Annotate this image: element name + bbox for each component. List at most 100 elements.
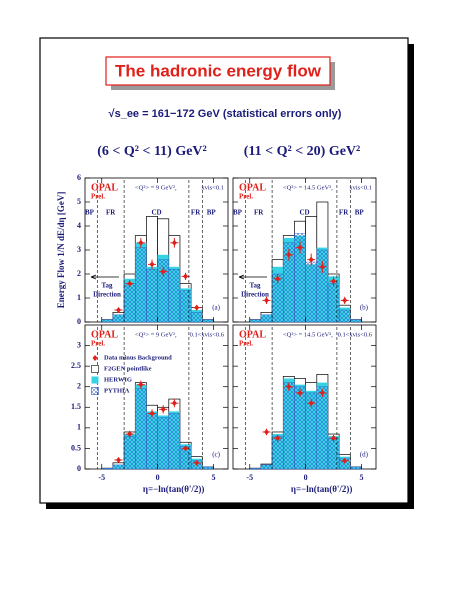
- data-point: [331, 278, 337, 285]
- histogram-bar: [350, 319, 362, 323]
- x-axis-label: η=−ln(tan(θ'/2)): [143, 484, 205, 494]
- y-tick-label: 2.5: [71, 361, 81, 370]
- histogram-bar: [168, 413, 181, 470]
- data-point: [138, 239, 144, 246]
- legend-entry: HERWIG: [104, 376, 132, 383]
- x-tick-label: 5: [359, 473, 363, 482]
- legend-marker: [91, 387, 99, 395]
- title: The hadronic energy flow: [115, 61, 322, 80]
- data-point: [138, 381, 144, 388]
- histogram-bar: [338, 309, 351, 323]
- data-point: [149, 410, 155, 417]
- data-point: [194, 459, 200, 466]
- data-point: [127, 431, 133, 438]
- data-point: [286, 383, 292, 390]
- x-tick-label: -5: [98, 473, 105, 482]
- y-tick-label: 1.5: [71, 402, 81, 411]
- y-tick-label: 2: [77, 269, 81, 278]
- histogram-bar: [123, 283, 136, 323]
- data-point: [160, 268, 166, 275]
- panel-label: (a): [212, 304, 220, 312]
- x-tick-label: 0: [156, 473, 160, 482]
- data-point: [116, 456, 122, 463]
- q2-range: (6 < Q² < 11) GeV²: [97, 144, 207, 159]
- data-point: [275, 435, 281, 442]
- region-label: BP: [85, 209, 95, 217]
- histogram-bar: [316, 386, 329, 470]
- y-tick-label: 1: [77, 423, 81, 432]
- xvis-cut: xvis<0.1: [201, 184, 224, 191]
- data-point: [308, 400, 314, 407]
- data-point: [297, 244, 303, 251]
- y-tick-label: 0.5: [71, 443, 81, 452]
- data-point: [264, 297, 270, 304]
- histogram-bar: [249, 319, 262, 323]
- data-point: [194, 304, 200, 311]
- histogram-bar: [112, 314, 125, 323]
- region-label: CD: [151, 209, 161, 217]
- y-tick-label: 4: [77, 221, 81, 230]
- histogram-bar: [260, 464, 273, 470]
- histogram-bar: [202, 319, 214, 323]
- x-tick-label: 0: [304, 473, 308, 482]
- title-box: [105, 56, 331, 86]
- y-tick-label: 1: [77, 293, 81, 302]
- status: Prel.: [239, 193, 253, 201]
- tag-arrow: [90, 274, 119, 280]
- x-tick-label: -5: [246, 473, 253, 482]
- data-point: [183, 445, 189, 452]
- tag-label: Tag: [249, 282, 261, 290]
- panel-label: (c): [212, 451, 220, 459]
- data-point: [183, 273, 189, 280]
- histogram-bar: [135, 247, 147, 323]
- q2-mean: <Q²> = 9 GeV²,: [135, 331, 177, 338]
- histogram-bar: [327, 437, 340, 470]
- legend-entry: Data minus Background: [104, 354, 172, 361]
- tag-label: Tag: [101, 282, 113, 290]
- histogram-bar: [327, 283, 340, 323]
- histogram-bar: [168, 269, 181, 323]
- region-label: FR: [191, 209, 201, 217]
- histogram-bar: [101, 467, 114, 470]
- histogram-bar: [157, 417, 169, 470]
- xvis-cut: 0.1<xvis<0.6: [190, 331, 225, 338]
- data-point: [319, 389, 325, 396]
- data-point: [171, 239, 177, 246]
- status: Prel.: [91, 193, 105, 201]
- experiment: OPAL: [91, 182, 118, 193]
- experiment: OPAL: [91, 329, 118, 340]
- data-point: [127, 280, 133, 287]
- histogram-bar: [146, 413, 158, 470]
- y-tick-label: 3: [77, 245, 81, 254]
- xvis-cut: xvis<0.1: [349, 184, 372, 191]
- data-point: [331, 435, 337, 442]
- panel-label: (b): [360, 304, 369, 312]
- q2-mean: <Q²> = 14.5 GeV²,: [283, 331, 333, 338]
- panel-label: (d): [360, 451, 369, 459]
- histogram-bar: [283, 382, 295, 470]
- histogram-bar: [260, 314, 273, 323]
- data-point: [149, 261, 155, 268]
- region-label: FR: [106, 209, 116, 217]
- histogram-bar: [190, 312, 203, 323]
- y-tick-label: 5: [77, 197, 81, 206]
- y-tick-label: 6: [77, 173, 81, 182]
- legend-marker: [92, 355, 98, 361]
- legend-marker: [91, 376, 99, 384]
- xvis-cut: 0.1<xvis<0.6: [338, 331, 373, 338]
- data-point: [116, 307, 122, 313]
- tag-label: Direction: [241, 291, 269, 299]
- experiment: OPAL: [239, 329, 266, 340]
- histogram-bar: [179, 290, 192, 323]
- q2-mean: <Q²> = 14.5 GeV²,: [283, 184, 333, 191]
- x-axis-label: η=−ln(tan(θ'/2)): [291, 484, 353, 494]
- region-label: BP: [233, 209, 243, 217]
- region-label: BP: [355, 209, 365, 217]
- histogram-bar: [305, 261, 317, 323]
- data-point: [297, 389, 303, 396]
- region-label: CD: [299, 209, 309, 217]
- x-tick-label: 5: [211, 473, 215, 482]
- y-tick-label: 2: [77, 382, 81, 391]
- legend-entry: PYTHIA: [104, 387, 130, 394]
